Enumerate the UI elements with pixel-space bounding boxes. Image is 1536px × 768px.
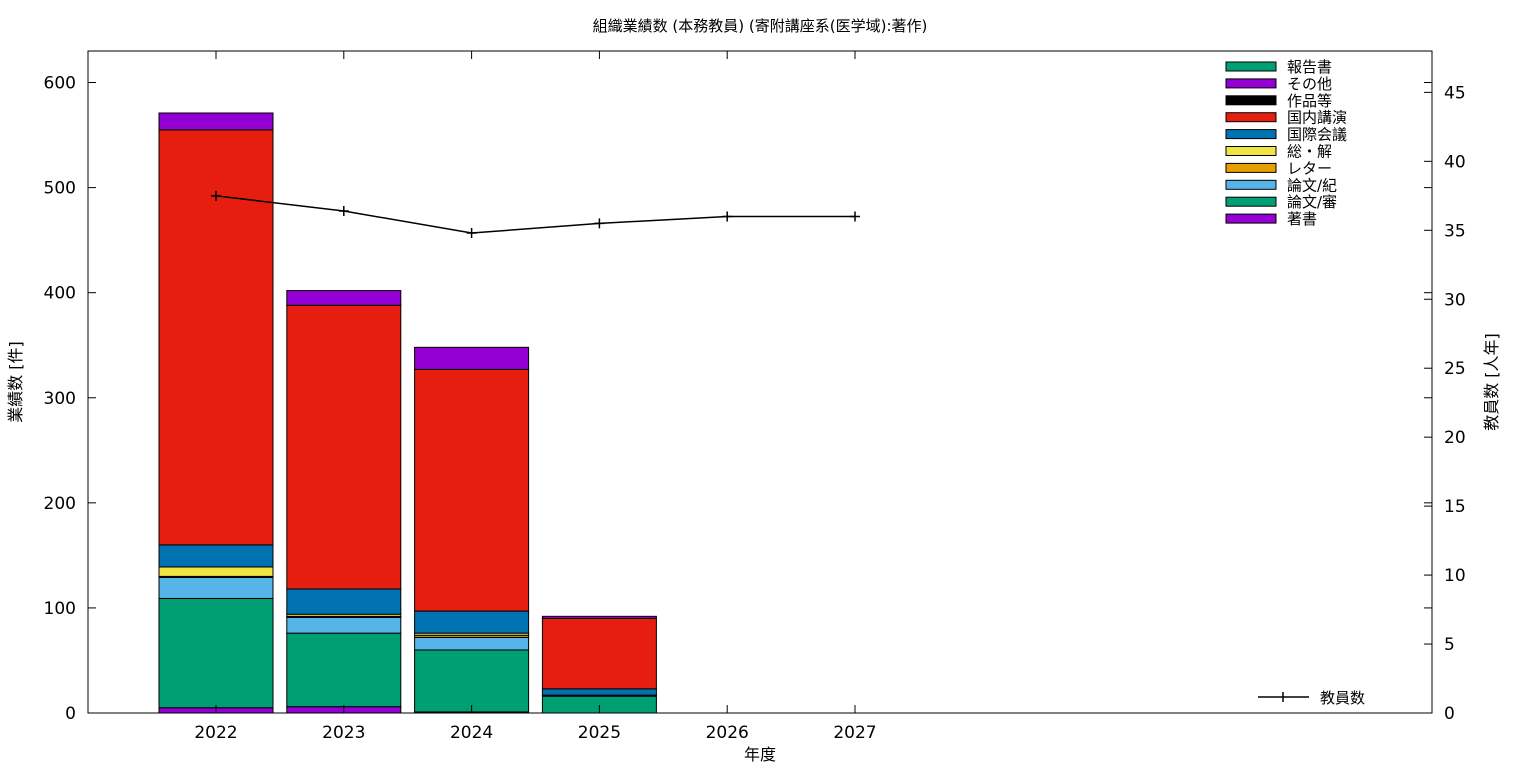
legend-label: 論文/審	[1287, 193, 1337, 211]
x-tick-label: 2024	[450, 723, 493, 743]
line-point	[338, 205, 349, 216]
x-tick-label: 2023	[322, 723, 365, 743]
bar-segment	[414, 649, 530, 713]
line-point	[594, 218, 605, 229]
bar-segment	[541, 617, 657, 690]
legend-label: 作品等	[1287, 92, 1332, 110]
y-tick-label: 400	[44, 284, 76, 304]
y2-tick-label: 20	[1444, 428, 1466, 448]
y2-tick-label: 25	[1444, 359, 1466, 379]
y2-tick-label: 35	[1444, 221, 1466, 241]
legend-label: レター	[1287, 159, 1332, 177]
line-point	[466, 228, 477, 239]
bar-segment	[286, 616, 402, 634]
y2-tick-label: 5	[1444, 635, 1455, 655]
x-tick-label: 2022	[194, 723, 237, 743]
legend-swatch	[1225, 179, 1277, 190]
bar-segment	[158, 544, 274, 568]
x-tick-label: 2027	[833, 723, 876, 743]
y2-tick-label: 45	[1444, 83, 1466, 103]
bar-segment	[541, 615, 657, 619]
y-axis-label: 業績数 [件]	[6, 341, 25, 423]
y2-axis-label: 教員数 [人年]	[1482, 333, 1501, 431]
bars-group	[158, 112, 657, 714]
bar-segment	[286, 304, 402, 590]
bar-segment	[414, 636, 530, 651]
line-point	[850, 211, 860, 222]
y2-tick-label: 10	[1444, 566, 1466, 586]
x-tick-label: 2025	[578, 723, 621, 743]
bar-segment	[414, 346, 530, 370]
chart-title: 組織業績数 (本務教員) (寄附講座系(医学域):著作)	[593, 17, 928, 35]
legend-label: 国際会議	[1287, 126, 1347, 144]
y-tick-label: 500	[44, 179, 76, 199]
y-tick-label: 100	[44, 599, 76, 619]
bar-segment	[158, 566, 274, 577]
bar-segment	[414, 610, 530, 634]
teacher-count-line-group	[211, 190, 860, 239]
legend-label: その他	[1287, 75, 1332, 93]
y-tick-label: 0	[65, 704, 76, 724]
bar-segment	[286, 290, 402, 306]
legend-swatch	[1225, 112, 1277, 123]
legend-swatch	[1225, 162, 1277, 173]
legend-label: 教員数	[1320, 689, 1365, 707]
bar-segment	[158, 597, 274, 709]
legend-label: 国内講演	[1287, 109, 1347, 127]
bar-segment	[158, 112, 274, 131]
legend-label: 著書	[1287, 210, 1317, 228]
line-point	[722, 211, 733, 222]
line-point	[211, 190, 221, 201]
y2-tick-label: 30	[1444, 290, 1466, 310]
legend-swatch	[1225, 146, 1277, 156]
legend-swatch	[1225, 61, 1277, 72]
y2-tick-label: 15	[1444, 497, 1466, 517]
bar-segment	[286, 632, 402, 708]
legend-swatch	[1225, 78, 1277, 89]
x-tick-label: 2026	[706, 723, 749, 743]
bar-segment	[541, 688, 657, 696]
y2-tick-label: 0	[1444, 704, 1455, 724]
legend-swatch	[1225, 95, 1277, 106]
legend-label: 論文/紀	[1287, 176, 1337, 194]
legend-label: 報告書	[1287, 58, 1332, 76]
y2-tick-label: 40	[1444, 152, 1466, 172]
x-axis-label: 年度	[744, 745, 776, 764]
legend-label: 総・解	[1287, 143, 1332, 161]
bar-segment	[158, 576, 274, 599]
legend-swatch	[1225, 129, 1277, 140]
y-tick-label: 300	[44, 389, 76, 409]
legend-swatch	[1225, 213, 1277, 224]
y-tick-label: 600	[44, 74, 76, 94]
y-tick-label: 200	[44, 494, 76, 514]
plot-frame	[87, 50, 1433, 714]
teacher-count-line	[215, 195, 855, 234]
legend-swatch	[1225, 196, 1277, 207]
bar-segment	[286, 588, 402, 615]
bar-segment	[414, 368, 530, 612]
